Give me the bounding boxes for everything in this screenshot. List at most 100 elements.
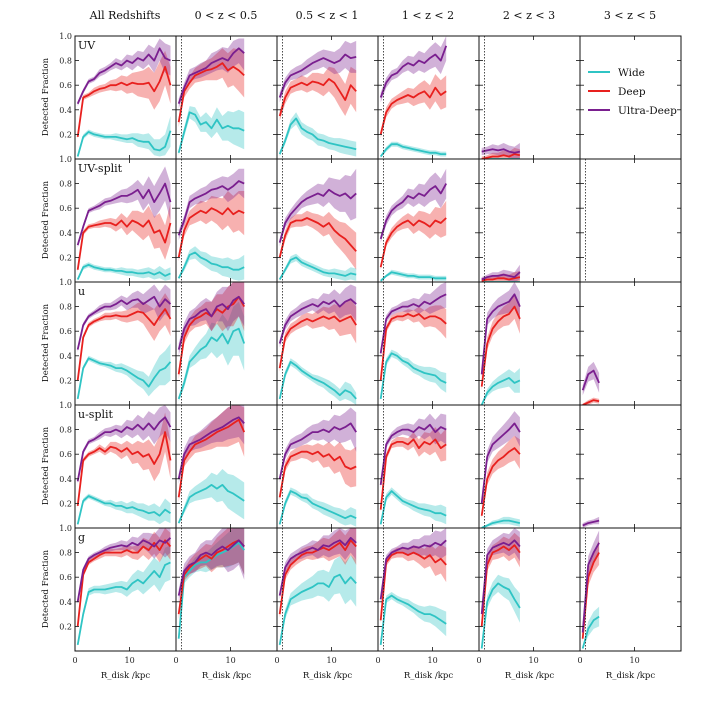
panel-plot-area [278,284,357,405]
series-line-wide [278,360,357,400]
uncertainty-band-ultra-deep [178,168,245,241]
panel-plot-area [480,282,521,405]
series-line-deep [480,447,521,516]
panel [175,158,278,283]
legend: Wide Deep Ultra-Deep [588,67,677,117]
series-line-ultra-deep [278,298,357,344]
panel-frame [579,527,682,652]
y-axis-label: Detected Fraction [41,303,51,382]
panel [377,404,480,529]
panel-plot-area [480,411,521,528]
series-line-deep [481,276,521,282]
x-tick-label: 10 [226,656,236,665]
x-tick-label: 10 [630,656,640,665]
uncertainty-band-wide [178,528,245,642]
uncertainty-band-deep [77,203,171,273]
panel [377,158,480,283]
panel-plot-area [177,168,245,281]
uncertainty-band-wide [77,343,171,401]
x-axis-label: R_disk /kpc [101,671,150,681]
x-tick-label: 0 [72,656,77,665]
column-titles: All Redshifts 0 < z < 0.5 0.5 < z < 1 1 … [89,9,656,22]
panel-frame [478,35,581,160]
panel [478,35,581,160]
uncertainty-band-wide [582,606,600,650]
panel: 0.2 0.4 0.6 0.8 1.0 u [59,278,177,406]
legend-label: Ultra-Deep [618,105,677,117]
series-line-deep [480,544,521,627]
panel-plot-area [481,264,521,282]
uncertainty-band-ultra-deep [481,282,520,380]
legend-label: Deep [618,86,646,98]
row-label: u-split [78,408,114,421]
uncertainty-band-ultra-deep [178,282,245,356]
x-axis-label: R_disk /kpc [404,671,453,681]
uncertainty-band-wide [178,301,245,402]
panel-frame [478,158,581,283]
uncertainty-band-ultra-deep [380,36,447,103]
series-line-wide [380,271,447,282]
y-tick-label: 0.4 [59,352,72,361]
x-axis-label: R_disk /kpc [606,671,655,681]
column-title: All Redshifts [89,9,161,22]
uncertainty-band-wide [178,469,245,525]
panel: 0 10 [476,527,581,665]
y-tick-label: 0.8 [59,180,72,189]
panel-plot-area [76,284,172,401]
panel: 0.2 0.4 0.6 0.8 1.0 UV-split [59,155,177,283]
series-line-deep [379,551,447,621]
series-line-ultra-deep [379,183,447,240]
panel-plot-area [177,282,246,402]
series-line-deep [481,153,521,159]
panel [175,35,278,160]
uncertainty-band-deep [178,405,245,503]
series-line-wide [76,561,171,646]
series-line-wide [379,490,447,525]
panel [579,281,682,406]
uncertainty-band-deep [380,305,447,383]
series-line-deep [278,450,357,498]
y-tick-label: 0.2 [59,130,72,139]
uncertainty-band-ultra-deep [77,528,171,605]
x-tick-label: 10 [327,656,337,665]
x-axis-labels: R_disk /kpc R_disk /kpc R_disk /kpc R_disk … [101,671,655,681]
series-line-ultra-deep [481,148,521,154]
series-line-ultra-deep [177,539,245,596]
uncertainty-band-wide [77,545,171,647]
series-line-deep [76,219,172,270]
y-tick-label: 0.6 [59,327,72,336]
series-line-wide [379,352,447,400]
panel-plot-area [76,528,172,647]
uncertainty-band-deep [279,299,357,372]
panel-plot-area [278,407,357,527]
y-axis-label: Detected Fraction [41,57,51,136]
x-axis-label: R_disk /kpc [303,671,352,681]
column-title: 0 < z < 0.5 [195,9,258,22]
x-tick-label: 0 [577,656,582,665]
series-line-deep [278,315,357,369]
panel-plot-area [379,528,447,647]
series-line-ultra-deep [379,539,447,600]
series-line-deep [379,438,447,510]
uncertainty-band-ultra-deep [279,407,357,483]
panel-plot-area [177,405,246,525]
panel-plot-area [379,413,447,526]
y-tick-label: 0.4 [59,229,72,238]
series-line-ultra-deep [582,519,600,527]
uncertainty-band-wide [279,253,357,281]
panel: 0.2 0.4 0.6 0.8 1.0 u-split [59,401,177,529]
panel-plot-area [379,282,447,401]
x-tick-label: 0 [476,656,481,665]
panel [276,158,379,283]
uncertainty-band-wide [380,592,447,647]
y-tick-label: 0.8 [59,57,72,66]
legend-label: Wide [618,67,645,79]
y-tick-label: 0.4 [59,106,72,115]
series-line-ultra-deep [177,416,245,479]
series-line-wide [481,519,521,528]
column-title: 2 < z < 3 [503,9,555,22]
x-tick-label: 10 [529,656,539,665]
panel-frame [579,158,682,283]
row-label: u [78,285,85,298]
uncertainty-band-deep [481,294,520,391]
